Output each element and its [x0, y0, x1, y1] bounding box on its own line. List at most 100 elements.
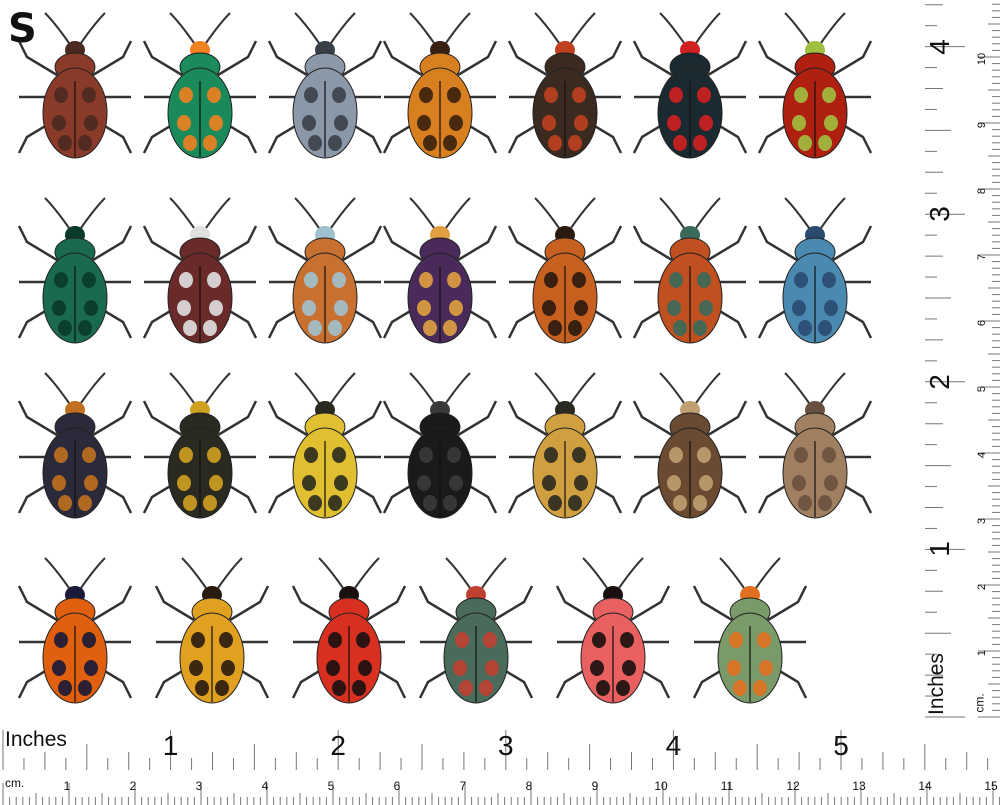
beetle-spot — [794, 447, 808, 463]
beetle-antenna — [695, 372, 721, 404]
beetle-spot — [58, 680, 72, 696]
beetle-spot — [326, 660, 340, 676]
beetle-spot — [207, 87, 221, 103]
beetle-spot — [177, 115, 191, 131]
cm-number: 12 — [786, 779, 800, 793]
beetle-spot — [485, 660, 499, 676]
inch-number: 3 — [498, 730, 514, 761]
beetle-spot — [667, 475, 681, 491]
beetle — [267, 372, 383, 519]
beetle-spot — [82, 87, 96, 103]
beetle-leg — [555, 585, 596, 622]
beetle — [692, 557, 808, 704]
beetle-spot — [207, 447, 221, 463]
beetle-leg — [92, 400, 133, 437]
beetle-spot — [574, 115, 588, 131]
beetle-spot — [590, 660, 604, 676]
beetle-spot — [818, 495, 832, 511]
beetle-antenna — [481, 557, 507, 589]
beetle-spot — [78, 320, 92, 336]
beetle-antenna — [409, 372, 435, 404]
beetle-spot — [209, 475, 223, 491]
beetle-leg — [154, 585, 195, 622]
beetle-spot — [334, 300, 348, 316]
beetle-antenna — [354, 557, 380, 589]
beetle — [632, 197, 748, 344]
beetle-antenna — [695, 12, 721, 44]
cm-number: 4 — [976, 451, 988, 459]
beetle-antenna — [181, 557, 207, 589]
beetle-spot — [447, 272, 461, 288]
beetle-spot — [798, 320, 812, 336]
inch-number: 4 — [665, 730, 682, 761]
beetle-antenna — [445, 372, 471, 404]
beetle-spot — [54, 272, 68, 288]
beetle-spot — [673, 135, 687, 151]
beetle-spot — [483, 632, 497, 648]
beetle-spot — [52, 660, 66, 676]
beetle-spot — [304, 272, 318, 288]
beetle-spot — [447, 447, 461, 463]
beetle-leg — [17, 40, 58, 77]
cm-number: 7 — [459, 779, 467, 793]
beetle-spot — [449, 300, 463, 316]
beetle-spot — [697, 272, 711, 288]
beetle-leg — [17, 400, 58, 437]
beetle-spot — [697, 447, 711, 463]
beetle-leg — [757, 40, 798, 77]
beetle-spot — [669, 447, 683, 463]
beetle-spot — [449, 475, 463, 491]
beetle — [632, 372, 748, 519]
beetle-antenna — [409, 12, 435, 44]
beetle — [142, 197, 258, 344]
beetle-spot — [697, 87, 711, 103]
beetle-antenna — [44, 372, 70, 404]
beetle-leg — [342, 225, 383, 262]
beetle-spot — [417, 300, 431, 316]
beetle-antenna — [784, 12, 810, 44]
beetle — [142, 12, 258, 159]
beetle-antenna — [80, 557, 106, 589]
beetle-spot — [332, 272, 346, 288]
beetle-antenna — [318, 557, 344, 589]
beetle-antenna — [44, 557, 70, 589]
cm-number: 4 — [261, 779, 269, 793]
beetle-spot — [423, 495, 437, 511]
beetle-spot — [189, 660, 203, 676]
beetle-spot — [453, 660, 467, 676]
beetle-spot — [443, 135, 457, 151]
beetle-spot — [58, 320, 72, 336]
beetle-antenna — [755, 557, 781, 589]
cm-number: 9 — [976, 121, 988, 129]
beetle-spot — [203, 495, 217, 511]
beetle-spot — [622, 660, 636, 676]
beetle-spot — [52, 475, 66, 491]
beetle-antenna — [294, 12, 320, 44]
beetle — [507, 372, 623, 519]
beetle-spot — [459, 680, 473, 696]
beetle-antenna — [217, 557, 243, 589]
beetle-leg — [366, 585, 407, 622]
beetle-spot — [78, 135, 92, 151]
inch-number: 5 — [833, 730, 849, 761]
beetle-spot — [669, 87, 683, 103]
cm-number: 10 — [976, 52, 988, 66]
bottom-inches-label: Inches — [5, 728, 67, 751]
beetle — [382, 197, 498, 344]
beetle-spot — [82, 632, 96, 648]
beetle-spot — [572, 87, 586, 103]
beetle-spot — [191, 632, 205, 648]
beetle-antenna — [445, 197, 471, 229]
beetle-leg — [267, 225, 308, 262]
beetle-leg — [418, 585, 459, 622]
beetle-spot — [729, 632, 743, 648]
beetle-spot — [596, 680, 610, 696]
beetle-spot — [792, 475, 806, 491]
beetle-spot — [302, 475, 316, 491]
beetle-leg — [342, 40, 383, 77]
beetle-spot — [447, 87, 461, 103]
beetle-spot — [727, 660, 741, 676]
beetle-leg — [92, 585, 133, 622]
inch-number: 2 — [924, 374, 955, 390]
beetle-spot — [574, 300, 588, 316]
